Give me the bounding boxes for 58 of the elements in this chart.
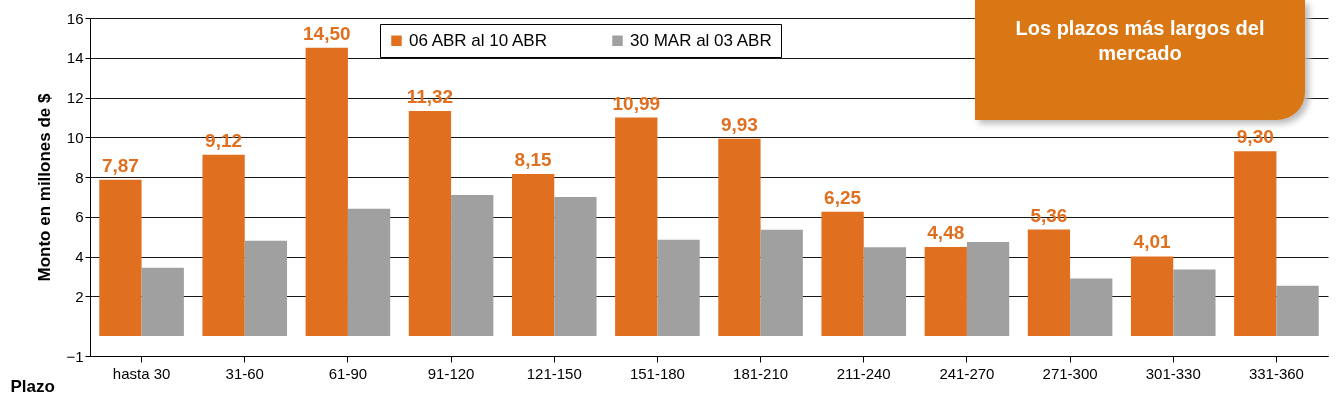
data-label: 6,25 bbox=[824, 186, 862, 208]
x-tick-label: 211-240 bbox=[836, 364, 891, 382]
bar bbox=[718, 138, 761, 337]
y-tick-label: 8 bbox=[75, 168, 84, 186]
x-tick-label: 61-90 bbox=[328, 364, 368, 382]
bar bbox=[202, 154, 245, 337]
x-tick-label: 331-360 bbox=[1248, 364, 1304, 382]
bar bbox=[305, 47, 348, 337]
x-tick-label: 301-330 bbox=[1145, 364, 1201, 382]
y-tick-label: 2 bbox=[75, 287, 84, 305]
bar bbox=[1276, 285, 1319, 337]
y-tick-label: 4 bbox=[75, 248, 84, 266]
data-label: 8,15 bbox=[514, 149, 553, 171]
y-tick-label: −1 bbox=[66, 347, 84, 365]
bar bbox=[863, 247, 907, 337]
callout-box: Los plazos más largos del mercado bbox=[975, 0, 1305, 120]
bar bbox=[554, 196, 597, 337]
bar bbox=[511, 174, 555, 337]
x-tick-label: 151-180 bbox=[629, 364, 685, 382]
bar bbox=[1130, 256, 1174, 337]
data-label: 9,93 bbox=[720, 113, 758, 135]
x-tick-label: hasta 30 bbox=[112, 364, 171, 382]
bar bbox=[1027, 229, 1071, 337]
bar bbox=[615, 117, 658, 337]
bar bbox=[347, 208, 391, 337]
data-label: 4,48 bbox=[927, 222, 965, 244]
x-tick-label: 91-120 bbox=[427, 364, 475, 382]
y-tick-label: 6 bbox=[75, 208, 84, 226]
x-axis-title: Plazo bbox=[10, 376, 55, 396]
bar bbox=[924, 247, 967, 337]
data-label: 10,99 bbox=[612, 92, 661, 114]
legend-label: 06 ABR al 10 ABR bbox=[409, 30, 547, 50]
bar bbox=[141, 267, 184, 337]
y-axis-title: Monto en millones de $ bbox=[35, 92, 55, 282]
bar bbox=[1070, 278, 1113, 337]
y-tick-label: 10 bbox=[66, 128, 84, 146]
x-tick-label: 271-300 bbox=[1042, 364, 1098, 382]
bar bbox=[821, 211, 864, 337]
legend-label: 30 MAR al 03 ABR bbox=[630, 30, 772, 50]
y-tick-label: 12 bbox=[66, 89, 84, 107]
y-tick-label: 16 bbox=[66, 9, 84, 27]
bar bbox=[657, 239, 700, 337]
y-tick-label: 14 bbox=[66, 49, 84, 67]
x-tick-label: 181-210 bbox=[733, 364, 789, 382]
data-label: 7,87 bbox=[101, 154, 139, 176]
bar bbox=[1234, 151, 1277, 337]
bar bbox=[99, 179, 142, 337]
bar bbox=[760, 229, 803, 337]
data-label: 14,50 bbox=[302, 22, 351, 44]
bar bbox=[1173, 269, 1216, 337]
bar bbox=[408, 111, 452, 337]
x-tick-label: 31-60 bbox=[225, 364, 264, 382]
bar bbox=[244, 240, 288, 337]
x-tick-label: 241-270 bbox=[939, 364, 995, 382]
x-tick-label: 121-150 bbox=[526, 364, 582, 382]
bar bbox=[966, 242, 1010, 337]
data-label: 4,01 bbox=[1133, 231, 1172, 253]
bar bbox=[451, 194, 494, 337]
